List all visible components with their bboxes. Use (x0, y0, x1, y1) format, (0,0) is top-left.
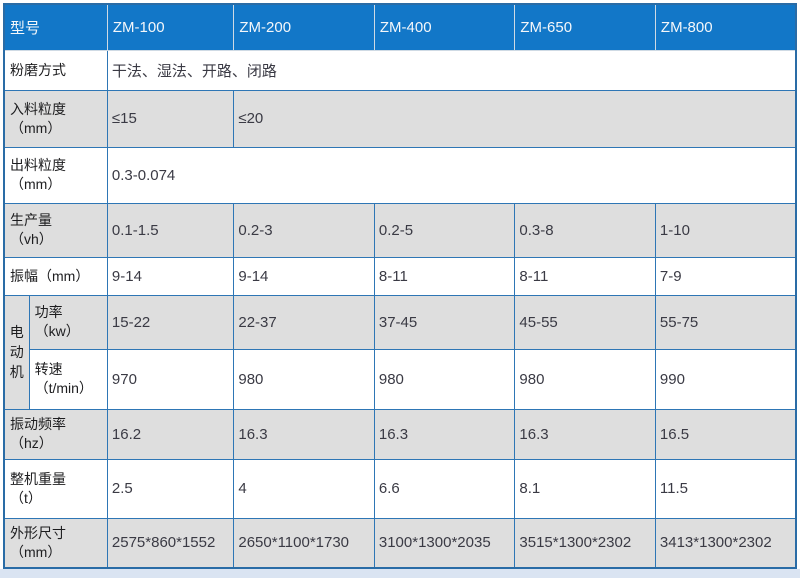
bottom-strip (0, 569, 800, 578)
capacity-cell: 0.2-5 (373, 202, 516, 258)
capacity-cell: 0.2-3 (233, 202, 375, 258)
header-model-label: 型号 (3, 3, 108, 51)
motor-speed-cell: 970 (106, 348, 235, 410)
row-feed-size: 入料粒度 （mm） ≤15 ≤20 (3, 89, 797, 148)
amplitude-cell: 9-14 (106, 256, 235, 296)
weight-cell: 2.5 (106, 458, 235, 519)
amplitude-cell: 8-11 (373, 256, 516, 296)
row-label-text: 整机重量 (10, 470, 66, 487)
row-label-motor: 电动机 (3, 294, 30, 410)
row-label-dimensions: 外形尺寸 （mm） (3, 517, 108, 569)
row-motor-speed: 转速 （t/min） 970 980 980 980 990 (4, 348, 797, 410)
weight-cell: 4 (233, 458, 375, 519)
row-label-unit: （vh） (10, 231, 53, 247)
amplitude-cell: 8-11 (514, 256, 656, 296)
feed-size-cell-zm100: ≤15 (106, 89, 235, 148)
motor-power-cell: 45-55 (514, 294, 656, 350)
motor-power-cell: 55-75 (654, 294, 797, 350)
frequency-cell: 16.3 (514, 408, 656, 460)
row-label-unit: （t/min） (34, 380, 93, 396)
row-label-motor-power: 功率 （kw） (28, 294, 108, 350)
header-model-zm200: ZM-200 (233, 3, 375, 51)
frequency-cell: 16.5 (654, 408, 797, 460)
row-label-text: 功率 (34, 304, 63, 321)
row-capacity: 生产量 （vh） 0.1-1.5 0.2-3 0.2-5 0.3-8 1-10 (3, 202, 797, 258)
capacity-cell: 0.1-1.5 (106, 202, 235, 258)
dimensions-cell: 2575*860*1552 (106, 517, 235, 569)
row-dimensions: 外形尺寸 （mm） 2575*860*1552 2650*1100*1730 3… (3, 517, 797, 569)
frequency-cell: 16.3 (373, 408, 516, 460)
header-model-zm650: ZM-650 (514, 3, 656, 51)
row-label-text: 入料粒度 (10, 100, 66, 117)
row-label-amplitude: 振幅（mm） (3, 256, 108, 296)
motor-power-cell: 37-45 (373, 294, 516, 350)
header-model-zm400: ZM-400 (373, 3, 516, 51)
row-label-text: 外形尺寸 (10, 524, 66, 541)
row-motor-power: 电动机 功率 （kw） 15-22 22-37 37-45 45-55 55-7… (3, 294, 797, 410)
row-label-unit: （kw） (34, 323, 80, 339)
motor-power-cell: 22-37 (233, 294, 375, 350)
dimensions-cell: 3100*1300*2035 (373, 517, 516, 569)
weight-cell: 8.1 (514, 458, 656, 519)
motor-power-cell: 15-22 (106, 294, 235, 350)
row-label-text: 转速 (34, 361, 63, 378)
row-label-text: 生产量 (10, 212, 52, 229)
row-label-unit: （hz） (10, 435, 53, 451)
spec-table: 型号 ZM-100 ZM-200 ZM-400 ZM-650 ZM-800 粉磨… (3, 3, 797, 569)
frequency-cell: 16.2 (106, 408, 235, 460)
row-label-unit: （mm） (10, 543, 62, 560)
frequency-cell: 16.3 (233, 408, 375, 460)
row-frequency: 振动频率 （hz） 16.2 16.3 16.3 16.3 16.5 (3, 408, 797, 460)
row-label-unit: （t） (10, 489, 42, 506)
weight-cell: 6.6 (373, 458, 516, 519)
motor-speed-cell: 990 (654, 348, 797, 410)
row-amplitude: 振幅（mm） 9-14 9-14 8-11 8-11 7-9 (3, 256, 797, 296)
capacity-cell: 1-10 (654, 202, 797, 258)
capacity-cell: 0.3-8 (514, 202, 656, 258)
row-label-output-size: 出料粒度 （mm） (3, 146, 108, 204)
row-grinding-method: 粉磨方式 干法、湿法、开路、闭路 (3, 49, 797, 91)
row-label-grinding: 粉磨方式 (3, 49, 108, 91)
motor-speed-cell: 980 (233, 348, 375, 410)
row-label-text: 振动频率 (10, 416, 66, 433)
row-label-capacity: 生产量 （vh） (3, 202, 108, 258)
row-label-unit: （mm） (10, 119, 62, 136)
row-label-text: 出料粒度 (10, 157, 66, 174)
row-output-size: 出料粒度 （mm） 0.3-0.074 (3, 146, 797, 204)
dimensions-cell: 3413*1300*2302 (654, 517, 797, 569)
amplitude-cell: 9-14 (233, 256, 375, 296)
table-header-row: 型号 ZM-100 ZM-200 ZM-400 ZM-650 ZM-800 (3, 3, 797, 51)
feed-size-cell-others: ≤20 (233, 89, 797, 148)
row-label-motor-speed: 转速 （t/min） (28, 348, 108, 410)
motor-speed-cell: 980 (373, 348, 516, 410)
amplitude-cell: 7-9 (654, 256, 797, 296)
row-label-frequency: 振动频率 （hz） (3, 408, 108, 460)
row-label-unit: （mm） (10, 176, 62, 192)
row-label-feed-size: 入料粒度 （mm） (3, 89, 108, 148)
weight-cell: 11.5 (654, 458, 797, 519)
header-model-zm800: ZM-800 (654, 3, 797, 51)
dimensions-cell: 3515*1300*2302 (514, 517, 656, 569)
header-model-zm100: ZM-100 (106, 3, 235, 51)
row-weight: 整机重量 （t） 2.5 4 6.6 8.1 11.5 (3, 458, 797, 519)
motor-speed-cell: 980 (514, 348, 656, 410)
grinding-value-cell: 干法、湿法、开路、闭路 (106, 49, 797, 91)
dimensions-cell: 2650*1100*1730 (233, 517, 375, 569)
output-size-cell: 0.3-0.074 (106, 146, 797, 204)
row-label-weight: 整机重量 （t） (3, 458, 108, 519)
